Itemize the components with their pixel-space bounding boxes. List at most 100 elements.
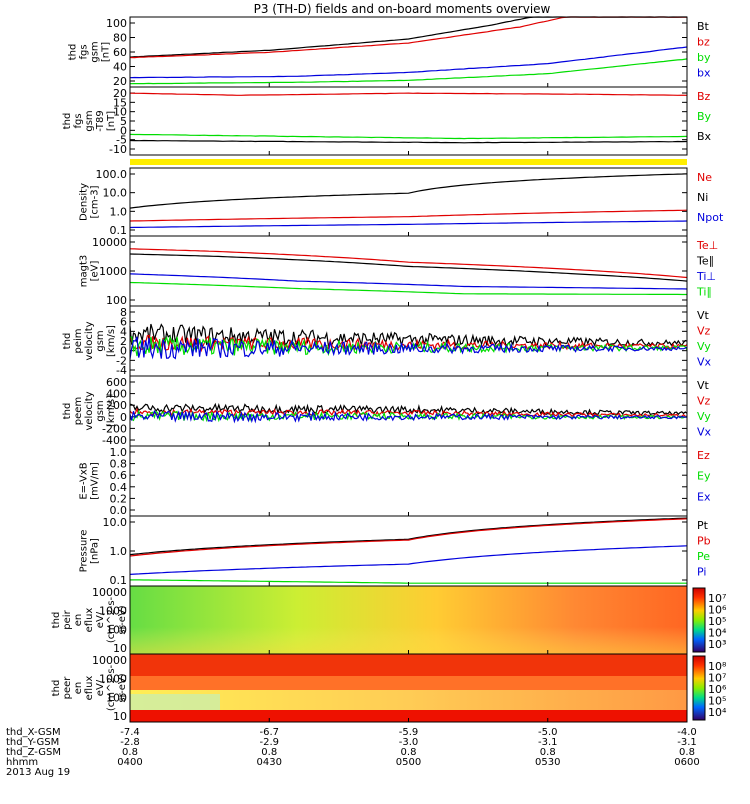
x-axis-row-label: thd_X-GSM (6, 727, 61, 738)
y-axis-label: eV/ (95, 679, 106, 696)
x-axis-value: -2.8 (120, 737, 140, 748)
y-tick-label: 0.1 (110, 574, 128, 587)
y-axis-label: [km/s] (106, 325, 117, 357)
y-tick-label: 0.2 (110, 492, 128, 505)
legend-entry: bz (697, 36, 710, 49)
x-axis-value: -7.4 (120, 727, 140, 738)
y-tick-label: 1.0 (110, 545, 128, 558)
series-line-Ni (129, 173, 688, 209)
x-axis-value: 0530 (535, 757, 560, 768)
colorbar-tick-label: 10⁷ (708, 672, 726, 685)
colorbar-tick-label: 10⁸ (708, 660, 727, 673)
heatmap-band (130, 694, 220, 712)
colorbar-tick-label: 10⁶ (708, 683, 727, 696)
y-axis-label: (cm^2-s- (106, 596, 117, 643)
series-line-Pt (129, 517, 688, 556)
y-tick-label: 1000 (99, 673, 127, 686)
y-tick-label: 2 (120, 335, 127, 348)
series-line-Npot (129, 220, 688, 229)
y-axis-label: magt3 (79, 255, 90, 288)
panel-frame (129, 515, 688, 587)
legend-entry: Bx (697, 130, 712, 143)
y-axis-label: en (73, 682, 84, 695)
legend-entry: Vx (697, 356, 712, 369)
series-line-Vt (129, 323, 688, 348)
x-axis-value: 0.8 (679, 747, 695, 758)
y-tick-label: 10 (113, 106, 127, 119)
legend-entry: Ni (697, 191, 708, 204)
y-tick-label: 80 (113, 32, 127, 45)
y-tick-label: 1000 (99, 265, 127, 278)
legend-entry: Te∥ (696, 255, 714, 268)
y-tick-label: 0 (120, 411, 127, 424)
series-line-Bz (129, 92, 688, 96)
legend-entry: Bt (697, 20, 710, 33)
y-tick-label: 0.1 (110, 224, 128, 237)
x-axis-value: -5.9 (399, 727, 419, 738)
y-axis-label: thd (62, 113, 73, 130)
legend-entry: Te⊥ (696, 239, 718, 252)
legend-entry: Vy (697, 410, 711, 423)
y-axis-label: peer (62, 676, 73, 700)
legend-entry: By (697, 110, 712, 123)
y-tick-label: -4 (116, 364, 127, 377)
y-axis-label: thd (68, 44, 79, 61)
series-line-by (129, 58, 688, 85)
legend-entry: Ez (697, 449, 710, 462)
y-axis-label: [nT] (101, 42, 112, 62)
y-axis-label: [nPa] (90, 538, 101, 564)
y-axis-label: velocity (84, 391, 95, 430)
y-tick-label: 100 (106, 623, 127, 636)
y-axis-label: thd (51, 680, 62, 697)
legend-entry: Pb (697, 535, 711, 548)
y-axis-label: eV/ (95, 611, 106, 628)
x-axis-value: -6.7 (259, 727, 279, 738)
y-axis-label: eflux (84, 676, 95, 701)
legend-entry: Npot (697, 211, 724, 224)
y-axis-label: peir (62, 609, 73, 629)
colorbar-tick-label: 10⁵ (708, 615, 726, 628)
legend-entry: Pt (697, 519, 709, 532)
colorbar-tick-label: 10⁷ (708, 592, 726, 605)
panel-velocity_peem: thd peem velocity gsm [km/s] 6004002000-200-4… (62, 375, 712, 447)
x-axis-value: 0500 (396, 757, 421, 768)
x-axis-row-label: thd_Z-GSM (6, 747, 61, 758)
series-line-Bx (129, 139, 688, 144)
colorbar-tick-label: 10⁵ (708, 695, 726, 708)
y-axis-label: gsm (95, 400, 106, 421)
series-line-Vt (129, 402, 688, 417)
y-tick-label: 20 (113, 87, 127, 100)
y-tick-label: 10 (113, 642, 127, 655)
series-line-Vx (129, 336, 688, 360)
y-axis-label: thd (62, 333, 73, 350)
legend-entry: Vt (697, 379, 710, 392)
panel-peer_en_eflux: thd peer en eflux eV/(cm^2-s-sr-eV) 10000 1000… (51, 653, 727, 723)
panel-density: Density [cm-3] 100.0 10.0 1.0 0.1 Ne Ni Npot (79, 167, 724, 237)
y-tick-label: 100.0 (96, 168, 128, 181)
y-axis-label: [mV/m] (90, 462, 101, 500)
y-tick-label: 10.0 (103, 516, 128, 529)
y-tick-label: -10 (109, 143, 127, 156)
y-tick-label: 600 (106, 376, 127, 389)
y-axis-label: thd (51, 612, 62, 629)
legend-entry: Ti⊥ (696, 270, 716, 283)
y-tick-label: 0.6 (110, 469, 128, 482)
y-tick-label: 0 (120, 345, 127, 358)
colorbar-tick-label: 10⁴ (708, 706, 727, 719)
y-tick-label: 10000 (92, 236, 127, 249)
y-tick-label: 15 (113, 96, 127, 109)
series-line-Bt (129, 16, 687, 58)
y-tick-label: 10000 (92, 654, 127, 667)
y-axis-label: [km/s] (106, 395, 117, 427)
series-line-Vx (129, 409, 688, 424)
y-axis-label: sr-eV) (117, 673, 128, 702)
series-line-Te⊥ (129, 248, 688, 279)
y-tick-label: -400 (102, 434, 127, 447)
x-axis-value: -5.0 (538, 727, 558, 738)
heatmap-band (130, 654, 687, 676)
y-tick-label: 60 (113, 46, 127, 59)
